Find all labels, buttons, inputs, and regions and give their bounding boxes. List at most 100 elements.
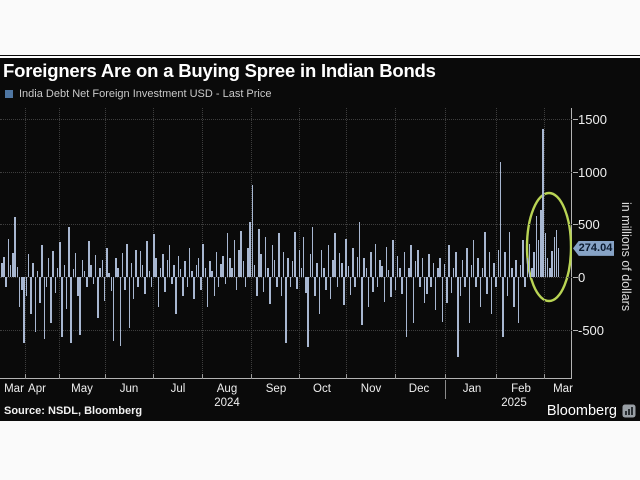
y-tick-label: 1000 bbox=[578, 164, 607, 180]
bar bbox=[249, 222, 251, 278]
bar bbox=[278, 232, 280, 278]
bar bbox=[251, 185, 254, 278]
year-separator-line bbox=[445, 380, 446, 399]
y-axis-tick bbox=[573, 330, 578, 332]
bar bbox=[233, 240, 236, 278]
x-tick-label: Mar bbox=[553, 383, 573, 395]
bar bbox=[146, 241, 148, 278]
bar bbox=[224, 277, 227, 284]
bar bbox=[77, 277, 79, 297]
x-axis-tick bbox=[251, 374, 252, 379]
bar bbox=[45, 277, 48, 287]
bar bbox=[493, 262, 495, 278]
bar bbox=[285, 277, 287, 343]
bar bbox=[379, 260, 381, 278]
bar bbox=[56, 267, 59, 278]
x-axis-tick bbox=[544, 374, 545, 379]
legend: India Debt Net Foreign Investment USD - … bbox=[5, 88, 272, 100]
bar bbox=[18, 277, 21, 308]
bar bbox=[531, 267, 533, 278]
bar bbox=[544, 232, 547, 278]
bar bbox=[88, 241, 90, 278]
bar bbox=[461, 260, 464, 278]
bar bbox=[537, 240, 540, 278]
footer-row: Source: NSDL, Bloomberg Bloomberg bbox=[4, 403, 636, 419]
bar bbox=[34, 277, 37, 333]
bar bbox=[68, 226, 70, 278]
bar bbox=[289, 277, 292, 287]
bar bbox=[206, 277, 209, 308]
bar bbox=[108, 272, 110, 278]
bar bbox=[12, 253, 14, 278]
gridline-v bbox=[496, 108, 497, 379]
bar bbox=[242, 261, 245, 278]
bar bbox=[271, 244, 274, 278]
bar bbox=[90, 264, 92, 278]
bar bbox=[168, 244, 171, 278]
x-axis-tick bbox=[299, 374, 300, 379]
bar bbox=[139, 250, 142, 278]
bar bbox=[513, 277, 515, 308]
bar bbox=[112, 277, 115, 341]
bar bbox=[9, 264, 12, 278]
bloomberg-wordmark: Bloomberg bbox=[546, 403, 617, 419]
bar bbox=[365, 267, 368, 278]
bar bbox=[502, 277, 504, 337]
bar bbox=[197, 258, 200, 278]
chart-panel: Foreigners Are on a Buying Spree in Indi… bbox=[0, 55, 640, 421]
bar bbox=[41, 244, 43, 278]
bar bbox=[1, 262, 3, 278]
bar bbox=[367, 277, 370, 308]
bar bbox=[135, 249, 137, 278]
bar bbox=[307, 277, 309, 348]
bar bbox=[345, 239, 347, 278]
gridline-v bbox=[105, 108, 106, 379]
bar bbox=[229, 258, 231, 278]
bar bbox=[72, 269, 75, 278]
bar bbox=[267, 267, 269, 278]
bar bbox=[484, 231, 486, 278]
bar bbox=[235, 277, 238, 291]
gridline-v bbox=[395, 108, 396, 379]
bar bbox=[358, 222, 361, 278]
bar bbox=[515, 260, 517, 278]
bar bbox=[551, 250, 553, 278]
bar bbox=[356, 257, 359, 278]
bar bbox=[126, 243, 128, 278]
bar bbox=[253, 264, 256, 278]
bar bbox=[79, 277, 81, 335]
bar bbox=[394, 277, 397, 291]
bar bbox=[200, 277, 202, 291]
bar bbox=[269, 277, 271, 304]
bar bbox=[486, 277, 488, 295]
bar bbox=[166, 260, 169, 278]
bar bbox=[305, 277, 307, 294]
x-axis-tick bbox=[346, 374, 347, 379]
bar bbox=[144, 277, 146, 295]
bar bbox=[103, 277, 106, 301]
bar bbox=[519, 264, 522, 278]
x-tick-label: Oct bbox=[313, 383, 331, 395]
bar bbox=[294, 231, 296, 278]
y-tick-label: 1500 bbox=[578, 111, 607, 127]
bar bbox=[387, 269, 390, 278]
bar bbox=[276, 277, 278, 287]
bar bbox=[490, 277, 493, 315]
bar bbox=[74, 253, 77, 278]
y-axis-tick bbox=[573, 277, 578, 279]
bar bbox=[238, 249, 240, 278]
bar bbox=[141, 264, 144, 278]
bar bbox=[557, 248, 560, 278]
bar bbox=[27, 254, 30, 278]
bar bbox=[405, 277, 408, 337]
bar bbox=[153, 233, 155, 278]
bar bbox=[495, 277, 497, 287]
bar bbox=[459, 277, 462, 297]
bar bbox=[363, 258, 365, 278]
bar bbox=[446, 277, 448, 303]
bar bbox=[110, 277, 113, 292]
bar bbox=[341, 262, 343, 278]
bar bbox=[97, 277, 99, 318]
bar bbox=[175, 277, 177, 315]
